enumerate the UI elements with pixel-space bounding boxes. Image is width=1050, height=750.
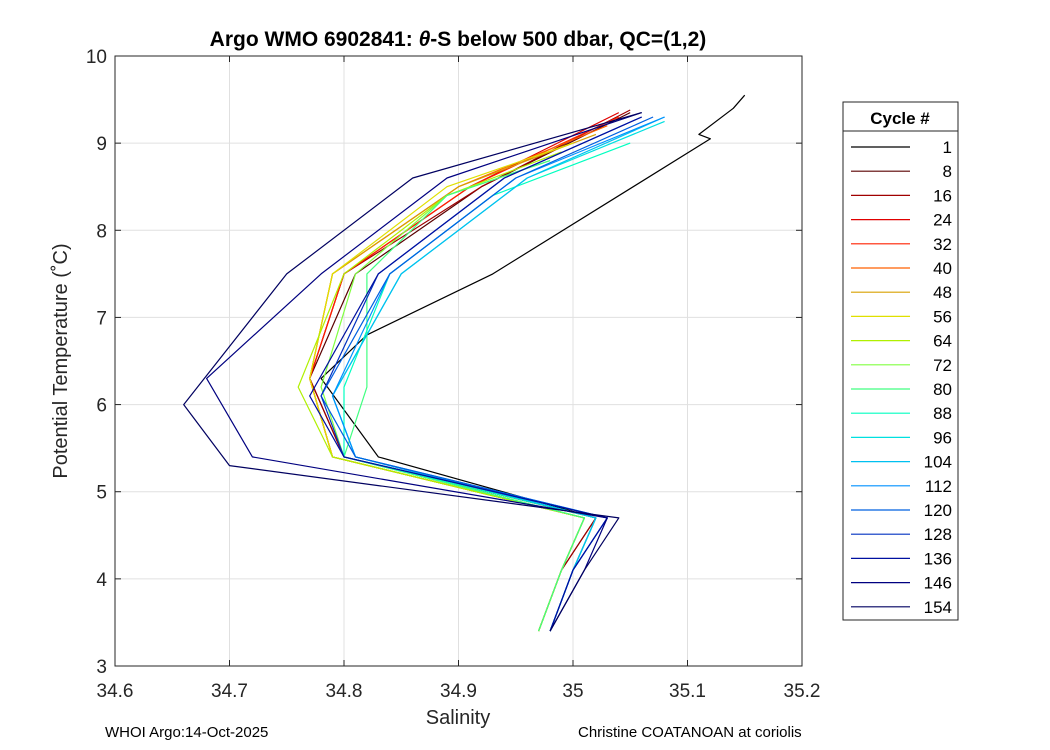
legend-label-1: 1 xyxy=(943,138,952,157)
y-tick-label: 10 xyxy=(86,47,107,68)
y-tick-label: 4 xyxy=(96,570,107,591)
y-tick-label: 7 xyxy=(96,308,107,329)
legend-label-112: 112 xyxy=(925,477,952,496)
series-line-16 xyxy=(309,109,631,632)
y-tick-label: 8 xyxy=(96,221,107,242)
legend-label-24: 24 xyxy=(933,211,952,230)
legend-label-146: 146 xyxy=(924,574,952,593)
x-tick-label: 34.9 xyxy=(440,681,477,702)
x-tick-label: 34.6 xyxy=(97,681,134,702)
x-tick-label: 35.1 xyxy=(669,681,706,702)
x-tick-label: 34.8 xyxy=(326,681,363,702)
y-tick-label: 9 xyxy=(96,134,107,155)
legend-label-154: 154 xyxy=(924,598,952,617)
legend-label-48: 48 xyxy=(933,283,952,302)
legend-label-40: 40 xyxy=(933,259,952,278)
legend-label-8: 8 xyxy=(943,162,952,181)
legend-label-72: 72 xyxy=(933,356,952,375)
x-tick-label: 35.2 xyxy=(784,681,821,702)
y-axis-label: Potential Temperature (˚C) xyxy=(50,243,72,478)
legend-title: Cycle # xyxy=(870,109,930,128)
series-line-80 xyxy=(343,160,586,632)
series-line-136 xyxy=(309,116,642,632)
legend-label-88: 88 xyxy=(933,404,952,423)
y-tick-label: 5 xyxy=(96,483,107,504)
legend-label-32: 32 xyxy=(933,235,952,254)
legend-items: 1 8 16 24 32 40 48 56 64 72 80 88 96 104 112 120 128 136 1… xyxy=(851,138,952,617)
legend-label-80: 80 xyxy=(933,380,952,399)
footer-credit: Christine COATANOAN at coriolis xyxy=(578,724,802,741)
chart-title: Argo WMO 6902841: θ-S below 500 dbar, QC… xyxy=(210,28,707,51)
y-tick-labels: 3 4 5 6 7 8 9 10 xyxy=(86,47,108,678)
legend: Cycle # 1 8 16 24 32 40 48 56 64 72 80 88 96 104 112 12… xyxy=(842,101,959,621)
footer-date: WHOI Argo:14-Oct-2025 xyxy=(105,724,269,741)
y-tick-label: 3 xyxy=(96,657,107,678)
legend-label-128: 128 xyxy=(924,525,952,544)
x-tick-label: 34.7 xyxy=(211,681,248,702)
legend-label-136: 136 xyxy=(924,549,952,568)
legend-label-16: 16 xyxy=(933,186,952,205)
legend-label-64: 64 xyxy=(933,332,952,351)
series-line-146 xyxy=(206,112,642,632)
legend-label-56: 56 xyxy=(933,307,952,326)
legend-label-120: 120 xyxy=(924,501,952,520)
profile-curves xyxy=(183,94,746,632)
x-tick-labels: 34.6 34.7 34.8 34.9 35 35.1 35.2 xyxy=(97,681,821,702)
x-tick-label: 35 xyxy=(562,681,583,702)
axis-ticks xyxy=(114,55,803,667)
series-line-154 xyxy=(183,112,642,632)
y-tick-label: 6 xyxy=(96,396,107,417)
x-axis-label: Salinity xyxy=(426,707,490,729)
legend-label-104: 104 xyxy=(924,453,952,472)
legend-label-96: 96 xyxy=(933,428,952,447)
